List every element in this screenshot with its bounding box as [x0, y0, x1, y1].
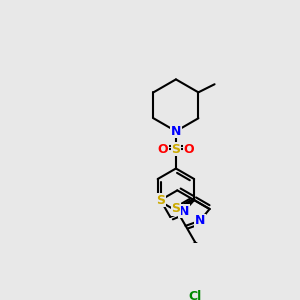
Text: N: N: [179, 205, 189, 218]
Text: S: S: [156, 194, 165, 207]
Text: Cl: Cl: [189, 290, 202, 300]
Text: N: N: [171, 125, 181, 138]
Text: S: S: [171, 142, 180, 155]
Text: N: N: [195, 214, 205, 227]
Text: O: O: [184, 142, 194, 155]
Text: O: O: [158, 142, 168, 155]
Text: S: S: [171, 202, 180, 215]
